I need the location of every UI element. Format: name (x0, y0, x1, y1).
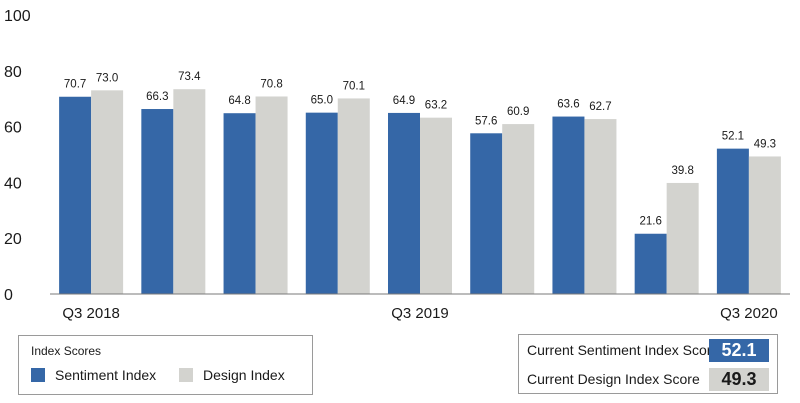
legend-label-sentiment: Sentiment Index (55, 367, 157, 383)
y-tick-label: 0 (4, 287, 13, 304)
score-label-sentiment: Current Sentiment Index Score (527, 342, 720, 358)
sentiment-bar (59, 96, 92, 294)
legend-swatch-sentiment (31, 368, 45, 382)
score-value-design: 49.3 (709, 368, 769, 391)
score-value-sentiment: 52.1 (709, 339, 769, 362)
y-tick-label: 80 (4, 64, 22, 81)
design-bar (748, 156, 781, 294)
sentiment-bar (388, 112, 420, 294)
design-bar (337, 98, 370, 295)
design-value-label: 73.4 (178, 71, 201, 83)
design-bar (420, 117, 452, 294)
score-row-design: Current Design Index Score 49.3 (519, 365, 777, 393)
sentiment-value-label: 21.6 (639, 216, 661, 228)
legend-item-sentiment: Sentiment Index (31, 367, 156, 383)
design-value-label: 49.3 (754, 138, 776, 150)
design-bar (173, 89, 206, 295)
sentiment-value-label: 57.6 (475, 115, 497, 127)
x-category-label: Q3 2019 (391, 305, 449, 322)
design-value-label: 60.9 (507, 106, 529, 118)
x-category-label: Q3 2020 (720, 305, 778, 322)
sentiment-value-label: 70.7 (64, 79, 86, 91)
design-bar (91, 90, 124, 294)
design-value-label: 63.2 (425, 100, 447, 112)
design-value-label: 70.1 (343, 80, 365, 92)
legend-item-design: Design Index (179, 367, 285, 383)
sentiment-bar (552, 116, 585, 294)
sentiment-value-label: 52.1 (722, 131, 744, 143)
legend-swatch-design (179, 368, 193, 382)
y-tick-label: 20 (4, 231, 22, 248)
sentiment-value-label: 63.6 (557, 99, 579, 111)
score-label-design: Current Design Index Score (527, 371, 700, 387)
current-score-panel: Current Sentiment Index Score 52.1 Curre… (518, 334, 778, 394)
sentiment-bar (141, 109, 174, 294)
legend-title: Index Scores (31, 344, 102, 358)
y-tick-label: 40 (4, 175, 22, 192)
sentiment-value-label: 64.8 (228, 95, 250, 107)
x-category-label: Q3 2018 (62, 305, 120, 322)
sentiment-value-label: 65.0 (311, 95, 333, 107)
sentiment-value-label: 66.3 (146, 91, 168, 103)
bar-chart: 0 20 40 60 80 100 70.7 73.0 Q3 2018 66.3 73.4 64.8 7… (4, 8, 790, 322)
legend: Index Scores Sentiment Index Design Inde… (18, 335, 313, 395)
sentiment-bar (305, 112, 338, 295)
design-bar (255, 96, 288, 294)
design-value-label: 39.8 (671, 165, 693, 177)
design-value-label: 73.0 (96, 72, 118, 84)
legend-label-design: Design Index (203, 367, 285, 383)
design-value-label: 70.8 (260, 78, 282, 90)
y-tick-label: 100 (4, 8, 31, 25)
design-bar (666, 182, 699, 294)
y-tick-label: 60 (4, 120, 22, 137)
design-bar (502, 124, 535, 295)
sentiment-bar (634, 233, 667, 294)
sentiment-value-label: 64.9 (393, 95, 415, 107)
sentiment-bar (470, 133, 503, 294)
design-value-label: 62.7 (589, 101, 611, 113)
sentiment-bar (716, 148, 749, 294)
design-bar (584, 119, 617, 294)
sentiment-bar (223, 113, 256, 294)
score-row-sentiment: Current Sentiment Index Score 52.1 (519, 336, 777, 364)
